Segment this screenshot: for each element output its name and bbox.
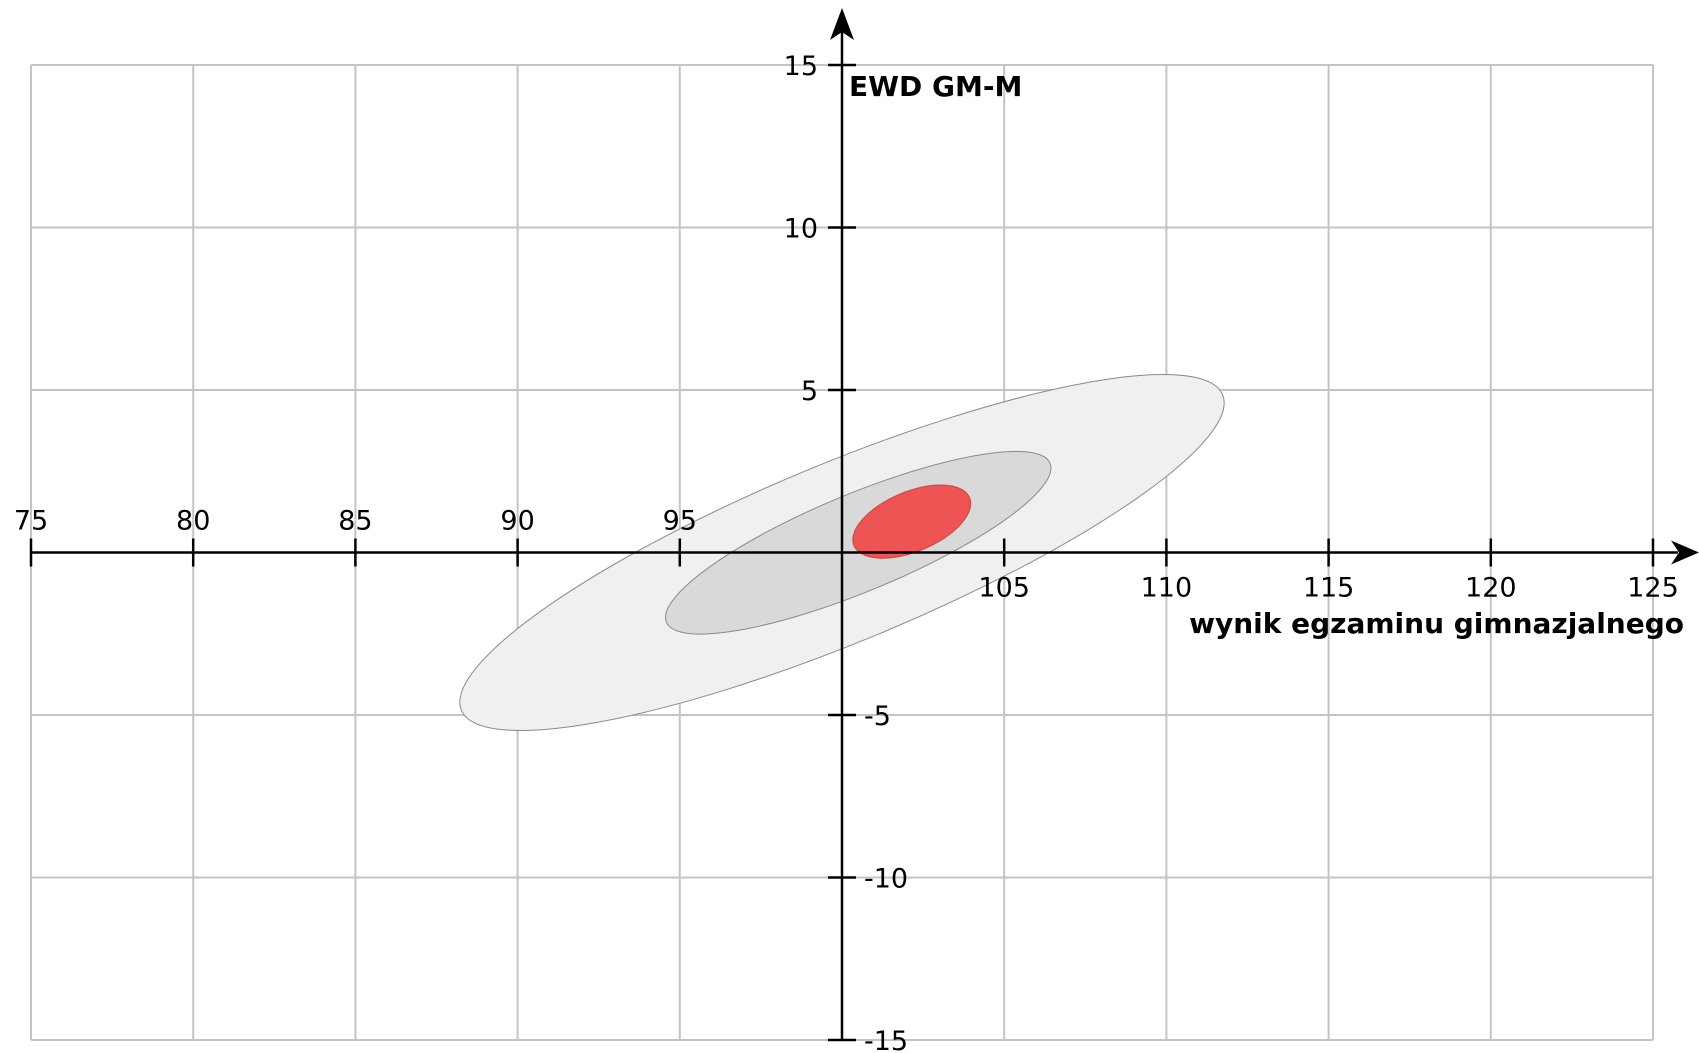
x-tick-label: 80 [176, 506, 210, 537]
x-tick-label: 115 [1303, 573, 1355, 604]
y-tick-label: 10 [784, 214, 818, 245]
x-tick-label: 75 [14, 506, 48, 537]
axes [31, 8, 1699, 1040]
y-tick-label: -10 [864, 864, 908, 895]
x-tick-label: 125 [1627, 573, 1679, 604]
y-tick-label: 5 [801, 376, 818, 407]
y-tick-label: 15 [784, 51, 818, 82]
y-tick-label: -15 [864, 1026, 908, 1053]
y-tick-label: -5 [864, 701, 891, 732]
x-tick-label: 95 [663, 506, 697, 537]
x-tick-label: 110 [1141, 573, 1193, 604]
x-axis-title: wynik egzaminu gimnazjalnego [1189, 607, 1684, 640]
x-tick-label: 85 [338, 506, 372, 537]
x-tick-label: 120 [1465, 573, 1517, 604]
y-axis-title: EWD GM-M [849, 70, 1022, 103]
x-tick-label: 105 [978, 573, 1030, 604]
x-tick-label: 90 [500, 506, 534, 537]
x-axis-arrow [1671, 540, 1699, 565]
y-axis-arrow [830, 8, 854, 40]
ellipse-3 [852, 484, 972, 559]
